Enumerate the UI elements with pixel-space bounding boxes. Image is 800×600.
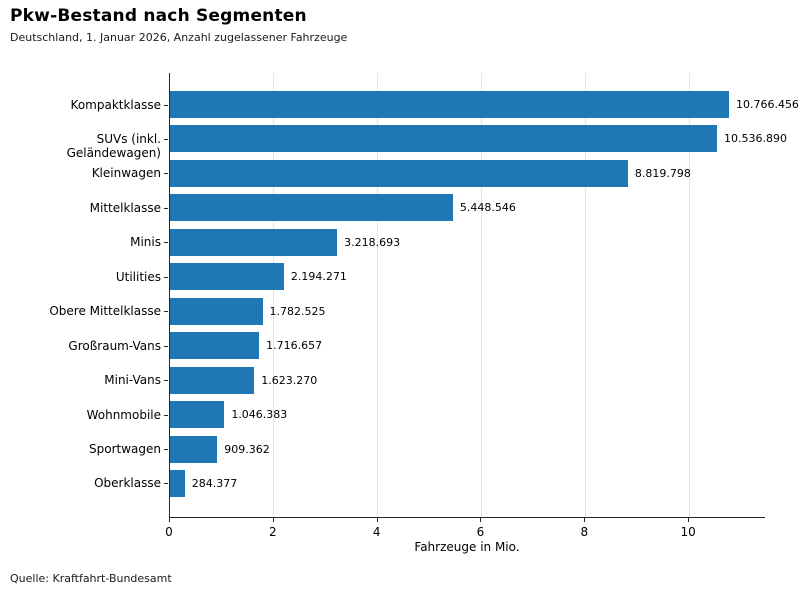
bar-2	[170, 125, 718, 153]
gridline	[480, 73, 482, 517]
bar-value-label: 284.377	[191, 476, 238, 490]
x-tick-label: 6	[476, 525, 485, 539]
bar-value-label: 10.536.890	[724, 132, 788, 146]
bar-value-label: 3.218.693	[344, 235, 401, 249]
x-tick-mark	[272, 518, 274, 522]
y-axis-category-label: Obere Mittelklasse	[49, 304, 161, 319]
bar-value-label: 10.766.456	[735, 98, 799, 111]
bar-7	[170, 297, 263, 325]
gridline	[688, 73, 690, 517]
x-tick-label: 4	[372, 525, 381, 539]
y-tick-mark	[164, 311, 168, 313]
y-tick-mark	[164, 483, 168, 485]
y-tick-mark	[164, 380, 168, 382]
y-axis-category-label: Sportwagen	[89, 442, 161, 456]
chart-subtitle: Deutschland, 1. Januar 2026, Anzahl zuge…	[10, 31, 348, 44]
bar-value-label: 1.623.270	[261, 373, 318, 387]
bar-3	[170, 159, 628, 187]
bar-9	[170, 366, 255, 394]
source-note: Quelle: Kraftfahrt-Bundesamt	[10, 572, 172, 585]
y-tick-mark	[164, 104, 168, 106]
bar-11	[170, 435, 218, 463]
gridline	[273, 73, 275, 517]
x-tick-mark	[376, 518, 378, 522]
bar-value-label: 909.362	[224, 442, 270, 456]
y-tick-mark	[164, 345, 168, 347]
y-tick-mark	[164, 414, 168, 416]
x-tick-mark	[169, 518, 170, 522]
bar-value-label: 8.819.798	[634, 166, 691, 180]
x-tick-label: 10	[680, 525, 696, 539]
bar-value-label: 2.194.271	[290, 270, 347, 284]
x-tick-mark	[584, 518, 586, 522]
x-axis-label: Fahrzeuge in Mio.	[414, 540, 520, 554]
bar-12	[170, 469, 185, 497]
y-tick-mark	[164, 276, 168, 278]
bar-1	[170, 91, 729, 118]
gridline	[584, 73, 586, 517]
bar-value-label: 1.046.383	[231, 408, 288, 422]
y-axis-category-label: Mittelklasse	[89, 200, 161, 215]
bar-value-label: 1.716.657	[266, 339, 323, 353]
y-axis-category-label: Wohnmobile	[86, 407, 161, 422]
y-axis-category-label: Kompaktklasse	[70, 97, 161, 112]
y-tick-mark	[164, 207, 168, 209]
bar-4	[170, 194, 453, 222]
plot-area	[169, 73, 765, 518]
y-axis-category-label: Kleinwagen	[91, 166, 161, 181]
bar-10	[170, 401, 225, 429]
x-tick-label: 8	[580, 525, 589, 539]
x-tick-label: 0	[165, 525, 173, 539]
y-axis-category-label: Oberklasse	[94, 476, 161, 491]
bar-value-label: 1.782.525	[269, 304, 326, 318]
y-axis-category-label: Utilities	[115, 269, 161, 284]
y-tick-mark	[164, 449, 168, 450]
x-tick-label: 2	[269, 525, 277, 539]
y-tick-mark	[164, 242, 168, 244]
y-axis-category-label: SUVs (inkl. Geländewagen)	[66, 131, 161, 160]
bar-6	[170, 263, 284, 291]
y-tick-mark	[164, 173, 168, 175]
y-axis-category-label: Minis	[130, 235, 161, 250]
gridline	[377, 73, 379, 517]
x-tick-mark	[480, 518, 482, 522]
y-axis-category-label: Mini-Vans	[104, 373, 161, 388]
bar-value-label: 5.448.546	[459, 201, 516, 215]
y-axis-category-label: Großraum-Vans	[68, 338, 161, 353]
y-tick-mark	[164, 138, 168, 140]
bar-8	[170, 332, 260, 360]
x-tick-mark	[688, 518, 690, 522]
chart-title: Pkw-Bestand nach Segmenten	[10, 6, 307, 26]
bar-5	[170, 228, 338, 256]
